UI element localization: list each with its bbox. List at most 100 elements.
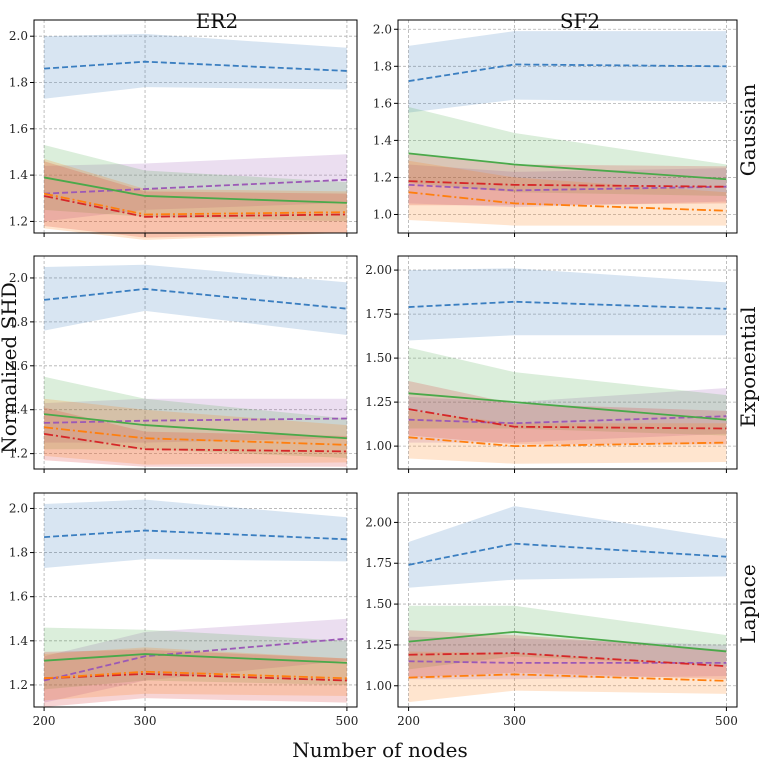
band-orange <box>408 160 727 226</box>
series-line-green <box>408 630 727 653</box>
band-blue <box>408 31 727 113</box>
band-red <box>44 407 347 467</box>
y-tick-label: 1.6 <box>9 122 28 136</box>
series-line-blue <box>408 542 727 566</box>
y-tick-label: 1.50 <box>365 351 392 365</box>
y-tick-label: 1.50 <box>365 597 392 611</box>
series-line-green <box>43 413 347 440</box>
series-line-orange <box>43 192 347 216</box>
band-green <box>44 145 347 222</box>
series-line-red <box>43 195 347 218</box>
band-purple <box>44 618 347 703</box>
x-tick-label: 200 <box>397 714 420 728</box>
series-line-purple <box>43 637 347 682</box>
y-tick-label: 1.8 <box>9 76 28 90</box>
band-blue <box>44 264 347 336</box>
series-line-blue <box>408 300 727 310</box>
band-orange <box>408 410 727 464</box>
series-line-orange <box>408 436 727 448</box>
axes-frame <box>397 19 738 234</box>
y-tick-label: 2.0 <box>9 29 28 43</box>
series-line-green <box>408 152 727 181</box>
series-line-purple <box>408 415 727 425</box>
series-line-orange <box>408 673 727 682</box>
axes-frame <box>33 19 358 234</box>
x-tick-label: 500 <box>715 714 738 728</box>
y-tick-label: 1.00 <box>365 439 392 453</box>
y-tick-label: 1.2 <box>9 214 28 228</box>
row-title-gaussian: Gaussian <box>736 84 760 177</box>
series-line-green <box>44 653 347 664</box>
y-tick-label: 1.2 <box>9 678 28 692</box>
series-line-purple <box>408 660 727 664</box>
band-purple <box>408 388 727 443</box>
band-red <box>44 649 347 707</box>
y-tick-label: 1.0 <box>373 207 392 221</box>
band-red <box>408 153 727 206</box>
y-tick-label: 1.6 <box>9 590 28 604</box>
y-tick-label: 2.0 <box>9 271 28 285</box>
band-blue <box>408 268 727 341</box>
band-purple <box>44 398 347 443</box>
y-tick-label: 1.4 <box>9 403 28 417</box>
series-line-purple <box>44 417 347 424</box>
band-orange <box>44 398 347 465</box>
y-axis-label: Normalized SHD <box>0 282 21 454</box>
row-title-exponential: Exponential <box>736 306 760 427</box>
band-blue <box>408 506 727 588</box>
axes-frame <box>33 255 358 470</box>
series-line-blue <box>44 60 347 72</box>
series-line-red <box>408 408 727 430</box>
y-tick-label: 1.4 <box>9 168 28 182</box>
column-title-er2: ER2 <box>196 9 238 33</box>
panel-laplace-sf2: 1.00 1.25 1.50 1.75 2.00 200 300 500 <box>365 492 738 728</box>
series-line-blue <box>408 63 727 83</box>
y-tick-label: 1.8 <box>373 59 392 73</box>
series-line-green <box>408 392 727 421</box>
x-tick-label: 500 <box>335 714 358 728</box>
y-tick-label: 1.25 <box>365 395 392 409</box>
panel-gaussian-er2: 1.2 1.4 1.6 1.8 2.0 <box>9 19 358 240</box>
y-tick-label: 1.25 <box>365 638 392 652</box>
y-tick-label: 1.75 <box>365 307 392 321</box>
y-tick-label: 1.4 <box>9 634 28 648</box>
y-tick-label: 1.8 <box>9 315 28 329</box>
series-line-red <box>408 652 727 668</box>
band-orange <box>44 647 347 701</box>
x-axis-label: Number of nodes <box>292 738 468 761</box>
y-tick-label: 1.75 <box>365 556 392 570</box>
band-blue <box>44 33 347 99</box>
y-tick-label: 1.6 <box>373 96 392 110</box>
band-blue <box>44 499 347 569</box>
series-line-orange <box>408 191 727 212</box>
y-tick-label: 1.2 <box>9 447 28 461</box>
series-line-purple <box>408 183 727 192</box>
y-tick-label: 2.00 <box>365 263 392 277</box>
panel-exponential-sf2: 1.00 1.25 1.50 1.75 2.00 <box>365 255 738 473</box>
band-red <box>44 161 347 238</box>
x-tick-label: 300 <box>503 714 526 728</box>
y-tick-label: 1.00 <box>365 679 392 693</box>
series-line-red <box>408 180 727 188</box>
band-purple <box>408 636 727 680</box>
band-purple <box>44 154 347 222</box>
series-line-blue <box>44 529 347 541</box>
series-line-purple <box>44 178 347 195</box>
y-tick-label: 1.6 <box>9 359 28 373</box>
y-tick-label: 1.4 <box>373 133 392 147</box>
axes-frame <box>397 255 738 470</box>
panel-gaussian-sf2: 1.0 1.2 1.4 1.6 1.8 2.0 <box>373 19 738 237</box>
axes-frame <box>397 492 738 708</box>
x-tick-label: 200 <box>33 714 56 728</box>
y-tick-label: 2.0 <box>373 22 392 36</box>
y-tick-label: 1.2 <box>373 170 392 184</box>
axes-frame <box>33 492 358 708</box>
panels-group: 1.21.41.61.82.01.01.21.41.61.82.01.21.41… <box>9 19 738 728</box>
y-tick-label: 1.8 <box>9 546 28 560</box>
series-line-green <box>43 176 347 204</box>
panel-laplace-er2: 1.2 1.4 1.6 1.8 2.0 200 300 500 <box>9 492 358 728</box>
row-title-laplace: Laplace <box>736 564 760 643</box>
band-green <box>44 376 347 459</box>
series-line-blue <box>43 288 347 310</box>
